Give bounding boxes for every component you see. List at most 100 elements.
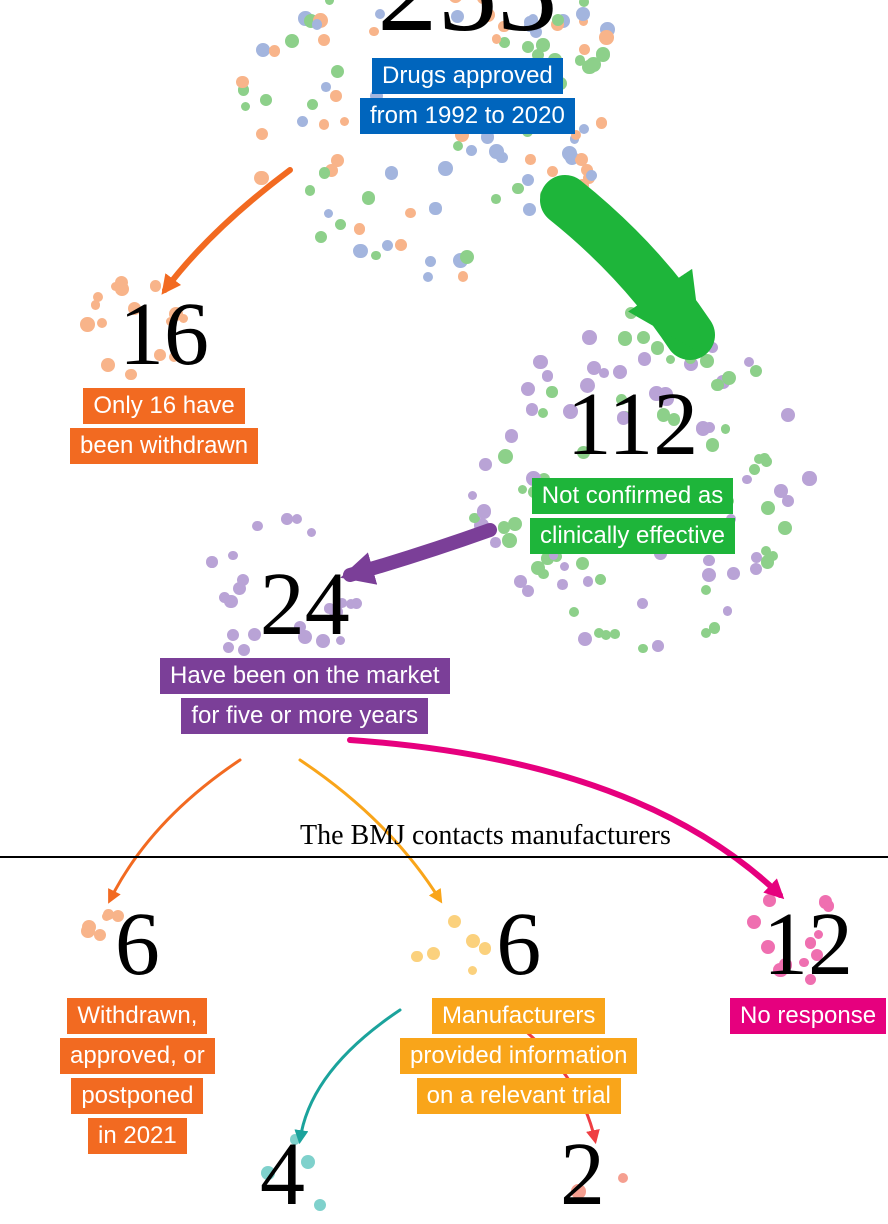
arrow bbox=[350, 740, 780, 895]
dot bbox=[460, 250, 474, 264]
dot bbox=[576, 557, 589, 570]
node-112: 112 Not confirmed as clinically effectiv… bbox=[530, 380, 735, 554]
diagram-canvas: 253 Drugs approved from 1992 to 2020 16 … bbox=[0, 0, 888, 1200]
node-24: 24 Have been on the market for five or m… bbox=[160, 560, 450, 734]
dot bbox=[761, 555, 774, 568]
dot bbox=[505, 429, 518, 442]
label-6a-l1: Withdrawn, bbox=[67, 998, 207, 1034]
dot bbox=[305, 185, 316, 196]
dot bbox=[547, 189, 556, 198]
dot bbox=[562, 146, 577, 161]
dot bbox=[479, 458, 492, 471]
dot bbox=[353, 244, 368, 259]
node-2: 2 bbox=[560, 1130, 605, 1220]
dot bbox=[652, 640, 664, 652]
dot bbox=[700, 354, 714, 368]
dot bbox=[610, 629, 620, 639]
number-2: 2 bbox=[560, 1130, 605, 1220]
dot bbox=[582, 330, 597, 345]
dot bbox=[547, 166, 558, 177]
label-24-l2: for five or more years bbox=[181, 698, 428, 734]
dot bbox=[292, 514, 302, 524]
dot bbox=[354, 223, 366, 235]
dot bbox=[458, 271, 468, 281]
dot bbox=[256, 128, 268, 140]
dot bbox=[595, 574, 606, 585]
dot bbox=[269, 45, 281, 57]
dot bbox=[638, 644, 648, 654]
dot bbox=[685, 352, 696, 363]
dot bbox=[423, 272, 433, 282]
dot bbox=[579, 44, 590, 55]
label-253-l2: from 1992 to 2020 bbox=[360, 98, 575, 134]
dot bbox=[228, 551, 238, 561]
dot bbox=[321, 82, 331, 92]
label-253-l1: Drugs approved bbox=[372, 58, 563, 94]
dot bbox=[781, 408, 795, 422]
dot bbox=[385, 166, 399, 180]
dot bbox=[576, 179, 589, 192]
dot bbox=[438, 161, 453, 176]
number-24: 24 bbox=[160, 560, 450, 650]
dot bbox=[727, 567, 740, 580]
dot bbox=[750, 365, 762, 377]
number-12: 12 bbox=[730, 900, 886, 990]
dot bbox=[522, 585, 534, 597]
dot bbox=[596, 47, 611, 62]
dot bbox=[569, 607, 579, 617]
dot bbox=[666, 355, 675, 364]
dot bbox=[466, 145, 478, 157]
dot bbox=[681, 315, 690, 324]
dot bbox=[281, 513, 293, 525]
number-112: 112 bbox=[530, 380, 735, 470]
dot bbox=[533, 355, 547, 369]
dot bbox=[538, 569, 549, 580]
dot bbox=[498, 449, 513, 464]
dot bbox=[640, 306, 653, 319]
dot bbox=[307, 528, 316, 537]
node-253: 253 Drugs approved from 1992 to 2020 bbox=[360, 0, 575, 134]
node-6b: 6 Manufacturers provided information on … bbox=[400, 900, 637, 1114]
label-6b-l2: provided information bbox=[400, 1038, 637, 1074]
dot bbox=[429, 202, 441, 214]
dot bbox=[241, 102, 250, 111]
number-16: 16 bbox=[70, 290, 258, 380]
dot bbox=[297, 116, 308, 127]
dot bbox=[625, 307, 637, 319]
dot bbox=[325, 0, 335, 5]
dot bbox=[802, 471, 816, 485]
arrow bbox=[165, 170, 290, 290]
dot bbox=[405, 208, 416, 219]
dot bbox=[637, 598, 648, 609]
dot bbox=[252, 521, 262, 531]
dot bbox=[489, 144, 504, 159]
divider-text: The BMJ contacts manufacturers bbox=[300, 820, 671, 852]
number-6a: 6 bbox=[60, 900, 215, 990]
dot bbox=[695, 316, 709, 330]
dot bbox=[335, 219, 346, 230]
dot bbox=[512, 183, 523, 194]
dot bbox=[307, 99, 318, 110]
dot bbox=[498, 521, 511, 534]
dot bbox=[707, 342, 718, 353]
label-6b-l3: on a relevant trial bbox=[417, 1078, 621, 1114]
dot bbox=[490, 537, 500, 547]
dot bbox=[468, 491, 477, 500]
label-16-l1: Only 16 have bbox=[83, 388, 244, 424]
dot bbox=[254, 171, 269, 186]
dot bbox=[637, 331, 650, 344]
dot bbox=[744, 357, 754, 367]
dot bbox=[330, 90, 342, 102]
dot bbox=[750, 563, 762, 575]
dot bbox=[319, 167, 331, 179]
dot bbox=[703, 555, 715, 567]
dot bbox=[579, 0, 589, 7]
dot bbox=[362, 191, 375, 204]
label-6a-l4: in 2021 bbox=[88, 1118, 187, 1154]
dot bbox=[491, 194, 501, 204]
number-253: 253 bbox=[360, 0, 575, 50]
label-24-l1: Have been on the market bbox=[160, 658, 450, 694]
dot bbox=[312, 19, 323, 30]
dot bbox=[453, 141, 463, 151]
dot bbox=[576, 7, 590, 21]
